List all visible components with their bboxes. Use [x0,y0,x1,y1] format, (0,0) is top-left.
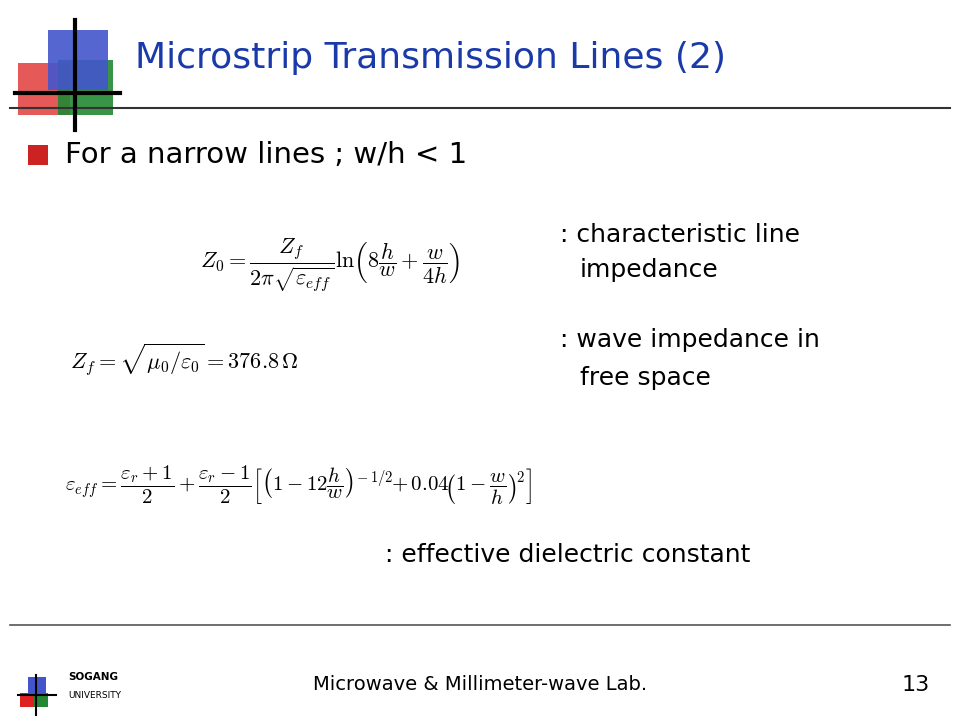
Text: $Z_0 = \dfrac{Z_f}{2\pi\sqrt{\varepsilon_{eff}}} \ln\!\left(8\dfrac{h}{w}+\dfrac: $Z_0 = \dfrac{Z_f}{2\pi\sqrt{\varepsilon… [200,236,460,294]
Text: free space: free space [580,366,710,390]
Text: : effective dielectric constant: : effective dielectric constant [385,543,751,567]
Bar [28,145,48,165]
Text: For a narrow lines ; w/h < 1: For a narrow lines ; w/h < 1 [65,141,468,169]
Text: Microwave & Millimeter-wave Lab.: Microwave & Millimeter-wave Lab. [313,675,647,695]
Bar [28,677,46,695]
Text: : characteristic line: : characteristic line [560,223,800,247]
Text: 13: 13 [901,675,930,695]
Bar [48,30,108,90]
Text: impedance: impedance [580,258,719,282]
Text: Microstrip Transmission Lines (2): Microstrip Transmission Lines (2) [135,41,726,75]
Text: $\varepsilon_{eff} = \dfrac{\varepsilon_r+1}{2}+\dfrac{\varepsilon_r-1}{2}\left[: $\varepsilon_{eff} = \dfrac{\varepsilon_… [65,464,532,507]
Bar [20,693,34,707]
Text: UNIVERSITY: UNIVERSITY [68,690,121,700]
Text: $Z_f = \sqrt{\mu_0/\varepsilon_0} = 376.8\,\Omega$: $Z_f = \sqrt{\mu_0/\varepsilon_0} = 376.… [70,342,299,378]
Bar [34,693,48,707]
Bar [58,60,113,115]
Bar [18,63,70,115]
Text: SOGANG: SOGANG [68,672,118,682]
Text: : wave impedance in: : wave impedance in [560,328,820,352]
